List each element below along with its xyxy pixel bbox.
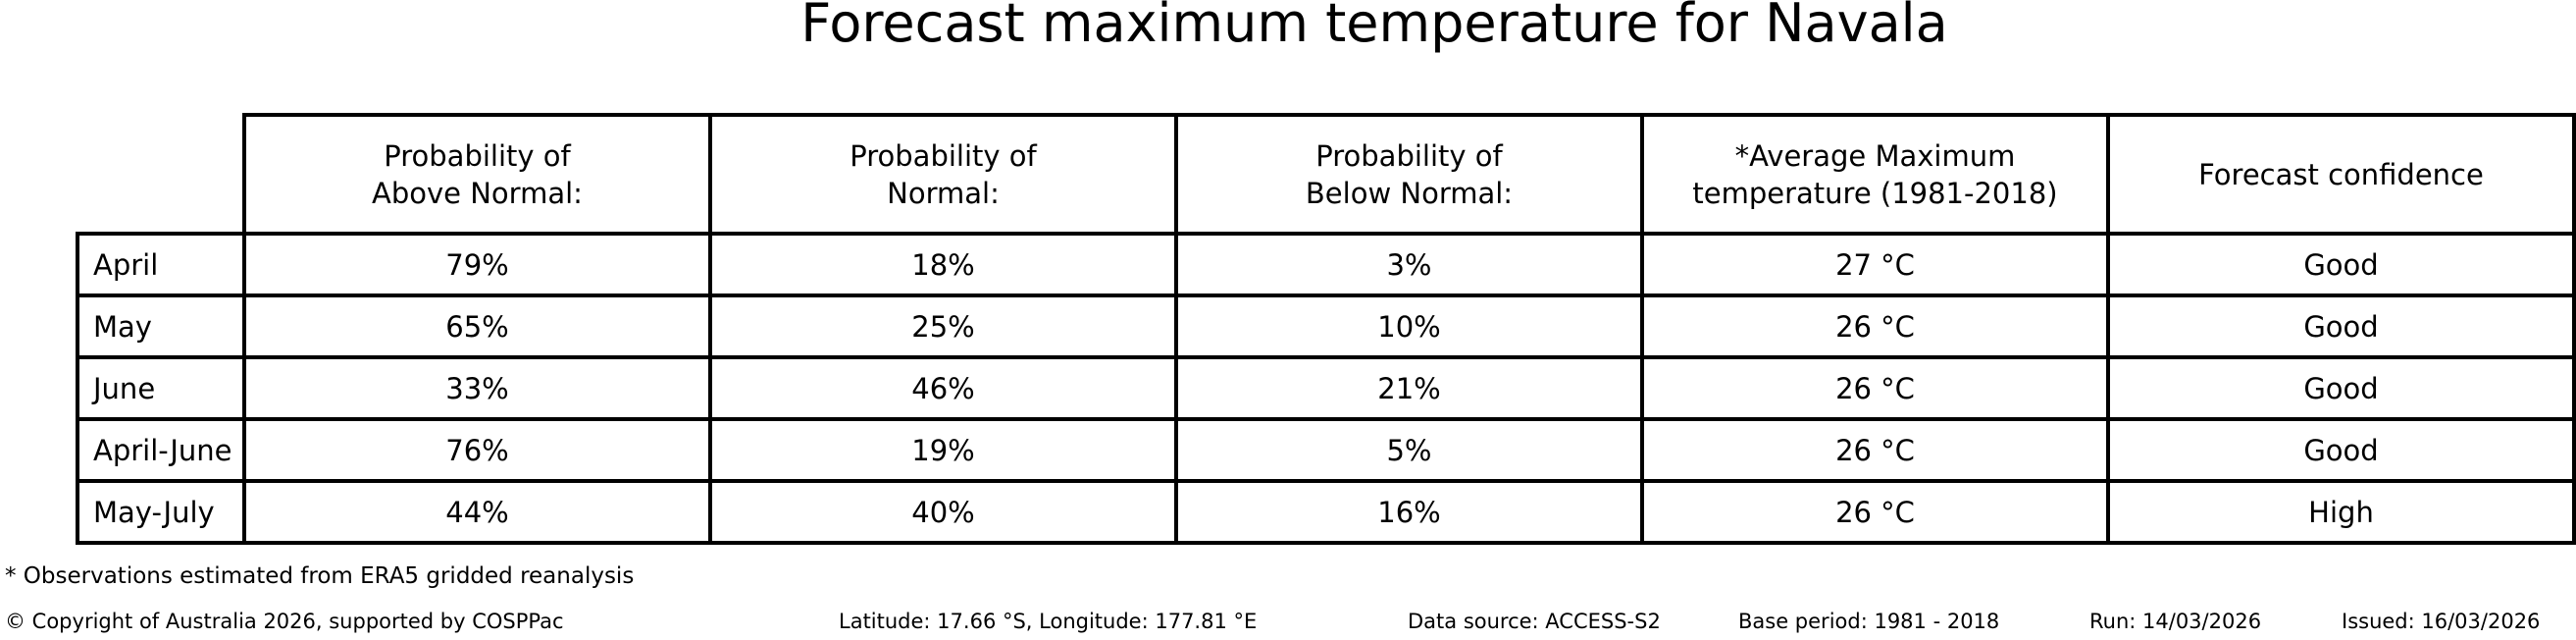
cell-confidence: High [2106, 479, 2576, 545]
cell-avg-max-temp: 26 °C [1640, 417, 2110, 483]
cell-below-normal: 5% [1174, 417, 1644, 483]
row-period-label: May [76, 293, 246, 359]
page-title: Forecast maximum temperature for Navala [800, 0, 1948, 54]
cell-avg-max-temp: 27 °C [1640, 232, 2110, 297]
row-period-label: April [76, 232, 246, 297]
cell-below-normal: 3% [1174, 232, 1644, 297]
cell-confidence: Good [2106, 232, 2576, 297]
copyright-text: © Copyright of Australia 2026, supported… [5, 610, 564, 633]
cell-normal: 40% [708, 479, 1178, 545]
location-text: Latitude: 17.66 °S, Longitude: 177.81 °E [839, 610, 1258, 633]
header-cell-forecast-confidence: Forecast confidence [2106, 113, 2576, 236]
cell-avg-max-temp: 26 °C [1640, 479, 2110, 545]
table-row-april: April 79% 18% 3% 27 °C Good [76, 232, 2576, 297]
cell-above-normal: 44% [242, 479, 712, 545]
row-period-label: June [76, 355, 246, 421]
data-source-text: Data source: ACCESS-S2 [1408, 610, 1661, 633]
cell-normal: 25% [708, 293, 1178, 359]
cell-avg-max-temp: 26 °C [1640, 293, 2110, 359]
cell-normal: 19% [708, 417, 1178, 483]
cell-above-normal: 76% [242, 417, 712, 483]
forecast-table: Probability of Above Normal: Probability… [76, 113, 2576, 545]
era5-footnote: * Observations estimated from ERA5 gridd… [5, 563, 635, 589]
cell-confidence: Good [2106, 293, 2576, 359]
row-period-label: April-June [76, 417, 246, 483]
header-row: Probability of Above Normal: Probability… [77, 113, 2576, 236]
cell-confidence: Good [2106, 417, 2576, 483]
corner-cell [77, 115, 244, 234]
header-cell-above-normal: Probability of Above Normal: [242, 113, 712, 236]
cell-below-normal: 16% [1174, 479, 1644, 545]
base-period-text: Base period: 1981 - 2018 [1738, 610, 2000, 633]
cell-normal: 18% [708, 232, 1178, 297]
row-period-label: May-July [76, 479, 246, 545]
cell-below-normal: 21% [1174, 355, 1644, 421]
header-cell-avg-max-temp: *Average Maximum temperature (1981-2018) [1640, 113, 2110, 236]
table-row-may: May 65% 25% 10% 26 °C Good [76, 293, 2576, 359]
table-row-may-july: May-July 44% 40% 16% 26 °C High [76, 479, 2576, 545]
cell-above-normal: 33% [242, 355, 712, 421]
cell-below-normal: 10% [1174, 293, 1644, 359]
run-date-text: Run: 14/03/2026 [2089, 610, 2262, 633]
cell-above-normal: 65% [242, 293, 712, 359]
header-cell-normal: Probability of Normal: [708, 113, 1178, 236]
cell-above-normal: 79% [242, 232, 712, 297]
cell-confidence: Good [2106, 355, 2576, 421]
table-row-june: June 33% 46% 21% 26 °C Good [76, 355, 2576, 421]
cell-avg-max-temp: 26 °C [1640, 355, 2110, 421]
cell-normal: 46% [708, 355, 1178, 421]
table-row-april-june: April-June 76% 19% 5% 26 °C Good [76, 417, 2576, 483]
issued-date-text: Issued: 16/03/2026 [2342, 610, 2541, 633]
header-cell-below-normal: Probability of Below Normal: [1174, 113, 1644, 236]
